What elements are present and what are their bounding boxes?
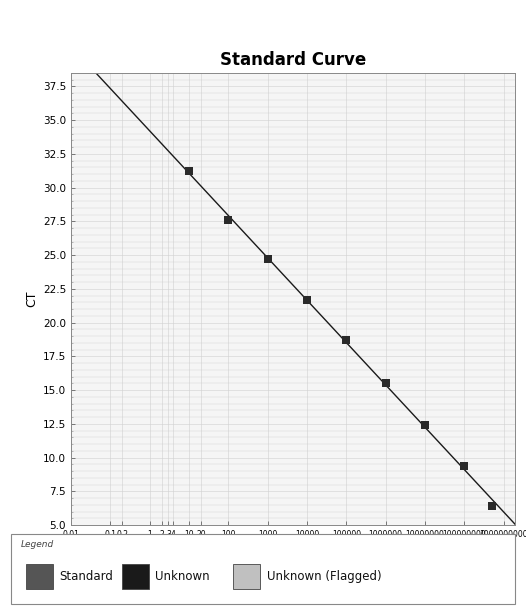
Point (488, 501, 496, 511)
Point (342, 335, 350, 345)
Point (460, 461, 469, 470)
Point (264, 254, 272, 264)
Title: Standard Curve: Standard Curve (220, 50, 367, 69)
Point (224, 215, 232, 225)
Y-axis label: CT: CT (26, 291, 39, 307)
Text: Unknown: Unknown (156, 570, 210, 583)
Bar (26, 564, 54, 589)
Bar (122, 564, 149, 589)
Text: Unknown (Flagged): Unknown (Flagged) (267, 570, 381, 583)
Point (381, 378, 390, 388)
X-axis label: Quantity: Quantity (266, 543, 320, 556)
Point (303, 295, 311, 305)
Bar (232, 564, 260, 589)
Text: Legend: Legend (21, 540, 54, 549)
Point (421, 420, 429, 430)
Point (185, 166, 193, 176)
Text: Standard: Standard (59, 570, 114, 583)
